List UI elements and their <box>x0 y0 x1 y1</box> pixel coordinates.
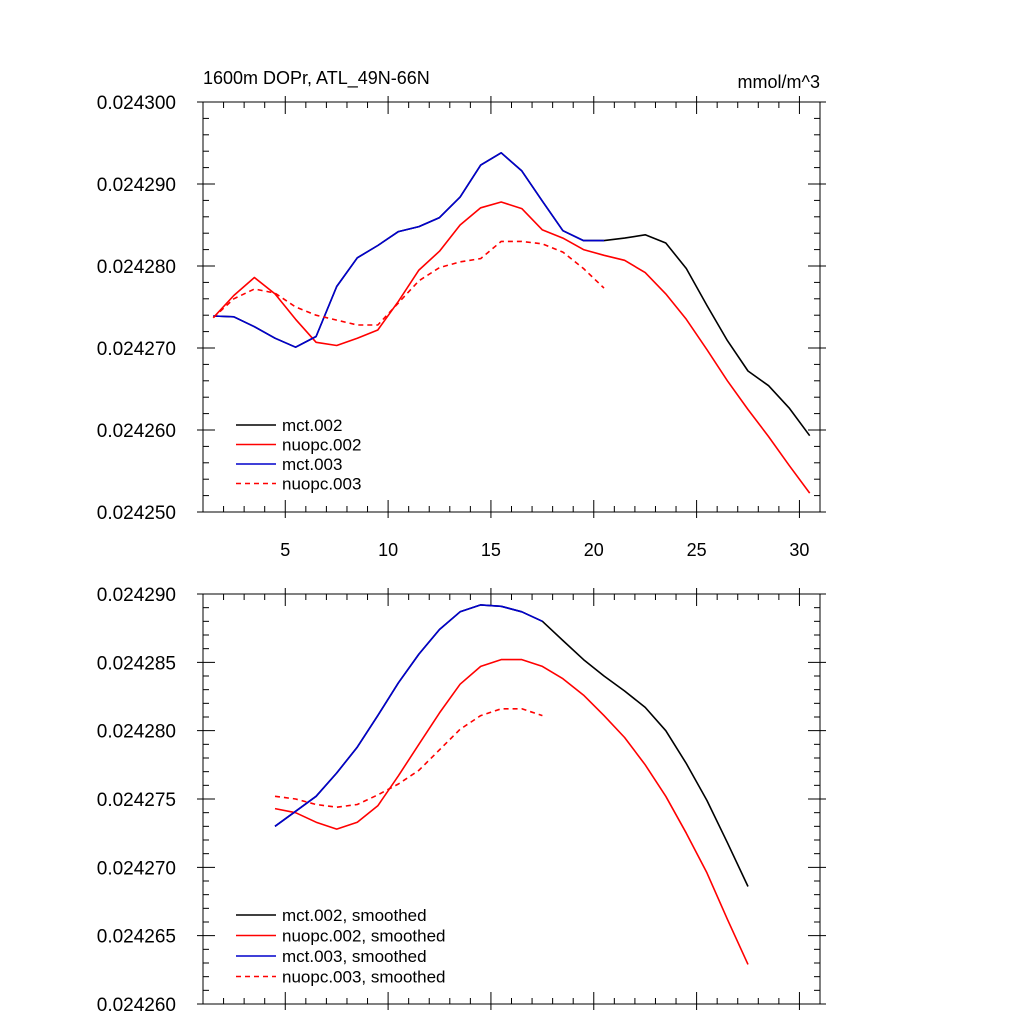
y-tick-label: 0.024250 <box>97 503 176 524</box>
x-tick-label: 30 <box>789 540 809 560</box>
x-tick-label: 20 <box>584 540 604 560</box>
y-tick-label: 0.024290 <box>97 175 176 196</box>
y-tick-label: 0.024260 <box>97 421 176 442</box>
y-tick-label: 0.024300 <box>97 93 176 114</box>
series-line-mct-003 <box>274 604 543 827</box>
legend-entry: nuopc.003 <box>282 475 361 494</box>
units-label: mmol/m^3 <box>738 72 820 92</box>
top-chart-panel: 5 10 15 20 25 30 0.024250 0.024260 0.024270 0.024… <box>97 93 826 560</box>
y-tick-label: 0.024285 <box>97 653 176 674</box>
legend-entry: mct.003, smoothed <box>282 947 427 966</box>
series-line-nuopc-003 <box>212 240 605 326</box>
series-line-nuopc-003 <box>274 707 543 809</box>
x-tick-label: 15 <box>481 540 501 560</box>
legend-entry: mct.002 <box>282 416 342 435</box>
legend-entry: nuopc.002, smoothed <box>282 927 446 946</box>
y-tick-label: 0.024270 <box>97 858 176 879</box>
series-line-nuopc-002 <box>274 658 749 965</box>
series-line-mct-002 <box>274 604 749 887</box>
legend-entry: nuopc.003, smoothed <box>282 968 446 987</box>
legend-entry: mct.002, smoothed <box>282 906 427 925</box>
y-tick-label: 0.024270 <box>97 339 176 360</box>
x-tick-label: 10 <box>378 540 398 560</box>
y-tick-label: 0.024265 <box>97 927 176 948</box>
legend-entry: nuopc.002 <box>282 436 361 455</box>
x-tick-label: 25 <box>687 540 707 560</box>
y-tick-label: 0.024280 <box>97 257 176 278</box>
series-line-mct-002 <box>213 152 811 437</box>
y-tick-label: 0.024280 <box>97 722 176 743</box>
y-tick-label: 0.024260 <box>97 995 176 1016</box>
x-tick-label: 5 <box>280 540 290 560</box>
bottom-chart-panel: 0.024260 0.024265 0.024270 0.024275 0.024280… <box>97 585 826 1016</box>
y-tick-label: 0.024275 <box>97 790 176 811</box>
series-line-mct-003 <box>213 152 604 349</box>
legend-entry: mct.003 <box>282 455 342 474</box>
y-tick-label: 0.024290 <box>97 585 176 606</box>
chart-title: 1600m DOPr, ATL_49N-66N <box>203 68 430 89</box>
